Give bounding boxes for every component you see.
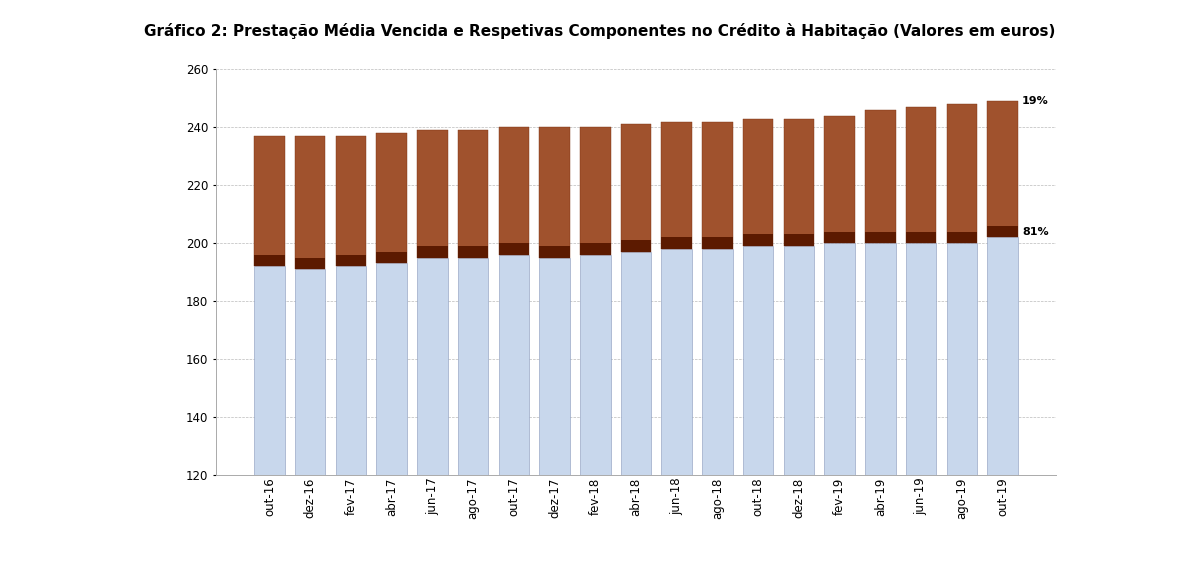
Bar	[377, 252, 407, 263]
Bar	[377, 263, 407, 475]
Bar	[947, 243, 977, 475]
Bar	[458, 130, 488, 258]
Bar	[418, 258, 448, 475]
Bar	[295, 269, 325, 475]
Bar	[824, 232, 854, 243]
Bar	[702, 122, 733, 249]
Bar	[702, 237, 733, 249]
Bar	[988, 237, 1018, 475]
Bar	[458, 246, 488, 258]
Bar	[906, 243, 936, 475]
Bar	[254, 136, 284, 266]
Bar	[580, 127, 611, 255]
Bar	[661, 249, 692, 475]
Bar	[336, 136, 366, 266]
Bar	[377, 133, 407, 263]
Bar	[336, 266, 366, 475]
Bar	[865, 243, 895, 475]
Bar	[418, 130, 448, 258]
Bar	[743, 246, 774, 475]
Bar	[254, 255, 284, 266]
Bar	[539, 258, 570, 475]
Bar	[539, 127, 570, 258]
Bar	[661, 122, 692, 249]
Bar	[580, 255, 611, 475]
Bar	[865, 110, 895, 243]
Bar	[906, 107, 936, 243]
Bar	[580, 243, 611, 255]
Bar	[254, 266, 284, 475]
Bar	[824, 116, 854, 243]
Bar	[295, 258, 325, 269]
Text: Gráfico 2: Prestação Média Vencida e Respetivas Componentes no Crédito à Habitaç: Gráfico 2: Prestação Média Vencida e Res…	[144, 23, 1056, 39]
Bar	[458, 258, 488, 475]
Bar	[620, 240, 652, 252]
Bar	[784, 119, 814, 246]
Bar	[539, 246, 570, 258]
Bar	[743, 234, 774, 246]
Bar	[865, 232, 895, 243]
Bar	[661, 237, 692, 249]
Bar	[824, 243, 854, 475]
Bar	[620, 252, 652, 475]
Bar	[336, 255, 366, 266]
Bar	[620, 124, 652, 252]
Bar	[743, 119, 774, 246]
Bar	[418, 246, 448, 258]
Bar	[784, 246, 814, 475]
Bar	[947, 232, 977, 243]
Bar	[906, 232, 936, 243]
Text: 19%: 19%	[1022, 96, 1049, 107]
Bar	[988, 101, 1018, 237]
Bar	[498, 255, 529, 475]
Bar	[947, 104, 977, 243]
Bar	[498, 127, 529, 255]
Bar	[498, 243, 529, 255]
Bar	[784, 234, 814, 246]
Text: 81%: 81%	[1022, 226, 1049, 237]
Bar	[988, 226, 1018, 237]
Bar	[702, 249, 733, 475]
Bar	[295, 136, 325, 269]
